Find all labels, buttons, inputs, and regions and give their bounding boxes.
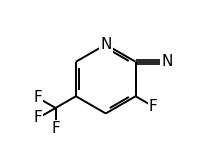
Text: N: N: [100, 37, 111, 52]
Text: F: F: [51, 121, 60, 136]
Text: N: N: [161, 54, 172, 69]
Text: F: F: [34, 90, 43, 105]
Text: F: F: [34, 110, 43, 125]
Text: F: F: [149, 99, 157, 114]
